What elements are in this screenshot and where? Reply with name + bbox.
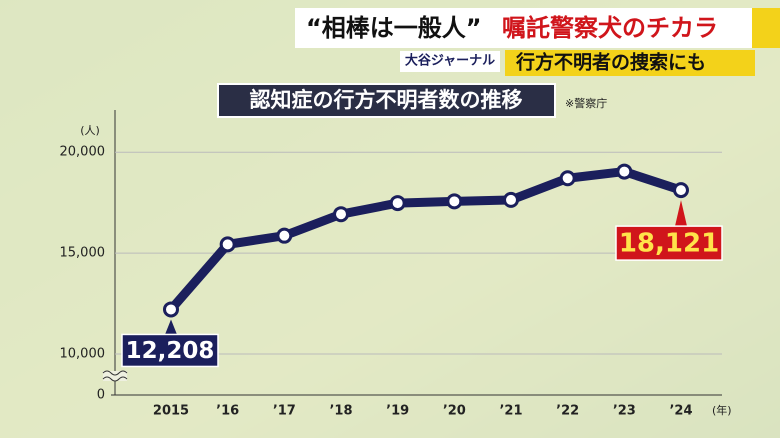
plot: 0 10,000 15,000 20,000 2015 ’16 ’17 ’18 ’19 ’20 ’2… bbox=[60, 110, 723, 419]
x-tick-label: ’17 bbox=[273, 404, 296, 419]
x-tick-label: ’21 bbox=[499, 404, 522, 419]
label-pointer bbox=[165, 319, 177, 335]
x-tick-label: ’22 bbox=[556, 404, 579, 419]
axis-break bbox=[102, 370, 128, 376]
point bbox=[276, 227, 293, 244]
y-tick-label: 10,000 bbox=[60, 347, 106, 362]
x-tick-label: ’19 bbox=[386, 404, 409, 419]
y-tick-label: 0 bbox=[97, 388, 105, 403]
headline: 嘱託警察犬のチカラ bbox=[502, 14, 718, 42]
series-line bbox=[167, 167, 683, 313]
label-pointer bbox=[675, 200, 687, 227]
axis-break-bg bbox=[103, 371, 127, 381]
point bbox=[219, 236, 236, 253]
point bbox=[389, 195, 406, 212]
point bbox=[559, 170, 576, 187]
x-unit: (年) bbox=[712, 403, 732, 417]
value-label: 18,121 bbox=[619, 229, 719, 259]
y-tick-label: 15,000 bbox=[60, 246, 106, 261]
label-box bbox=[615, 225, 723, 261]
x-tick-label: ’24 bbox=[669, 404, 692, 419]
y-unit: (人) bbox=[80, 124, 100, 137]
y-tick-label: 20,000 bbox=[60, 145, 106, 160]
chart-title: 認知症の行方不明者数の推移 bbox=[250, 88, 523, 112]
value-label: 12,208 bbox=[126, 338, 215, 364]
program-box bbox=[400, 51, 500, 72]
point bbox=[446, 193, 463, 210]
label-box bbox=[121, 333, 219, 368]
program: 大谷ジャーナル bbox=[405, 53, 495, 69]
x-tick-label: ’18 bbox=[329, 404, 352, 419]
source: ※警察庁 bbox=[565, 96, 607, 110]
title-box bbox=[217, 83, 556, 118]
axis-break bbox=[102, 376, 128, 382]
x-tick-label: ’20 bbox=[443, 404, 466, 419]
subheadline: 行方不明者の捜索にも bbox=[515, 51, 706, 74]
x-tick-label: 2015 bbox=[153, 404, 189, 419]
x-tick-label: ’16 bbox=[216, 404, 239, 419]
headline-quote: “相棒は一般人” bbox=[306, 14, 482, 42]
point bbox=[673, 182, 689, 199]
x-tick-label: ’23 bbox=[613, 404, 636, 419]
subheadline-box bbox=[505, 50, 755, 76]
headline-box bbox=[295, 8, 757, 48]
point bbox=[163, 301, 179, 318]
point bbox=[616, 163, 633, 180]
point bbox=[333, 206, 349, 223]
headline-stripe bbox=[752, 8, 780, 48]
point bbox=[503, 191, 519, 208]
